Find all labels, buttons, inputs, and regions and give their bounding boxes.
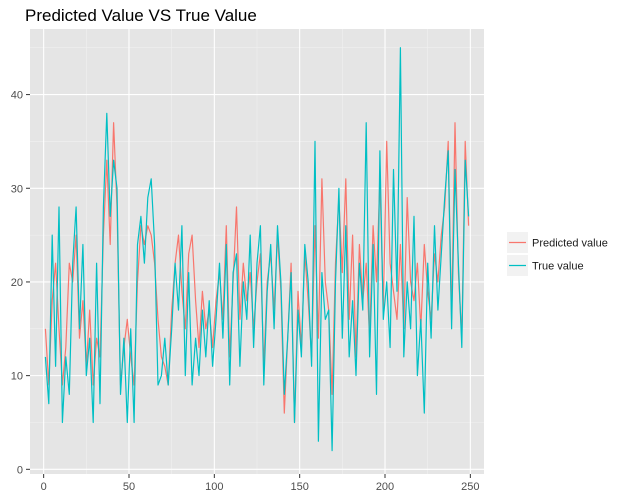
series-line-true [44, 47, 470, 452]
y-tick-label: 20 [11, 277, 23, 289]
y-tick-label: 10 [11, 371, 23, 383]
legend-label: True value [532, 261, 584, 273]
y-tick-label: 30 [11, 183, 23, 195]
x-tick-label: 150 [290, 481, 308, 493]
series-lines [44, 47, 470, 452]
legend: Predicted value True value [507, 232, 608, 276]
chart-title: Predicted Value VS True Value [25, 6, 257, 25]
axis-ticks: 0 50 100 150 200 250 0 10 20 30 40 [11, 90, 480, 493]
y-tick-label: 40 [11, 90, 23, 102]
legend-label: Predicted value [532, 238, 608, 250]
y-tick-label: 0 [17, 464, 23, 476]
x-tick-label: 250 [461, 481, 479, 493]
x-tick-label: 50 [123, 481, 135, 493]
x-tick-label: 100 [205, 481, 223, 493]
x-tick-label: 0 [41, 481, 47, 493]
x-tick-label: 200 [376, 481, 394, 493]
